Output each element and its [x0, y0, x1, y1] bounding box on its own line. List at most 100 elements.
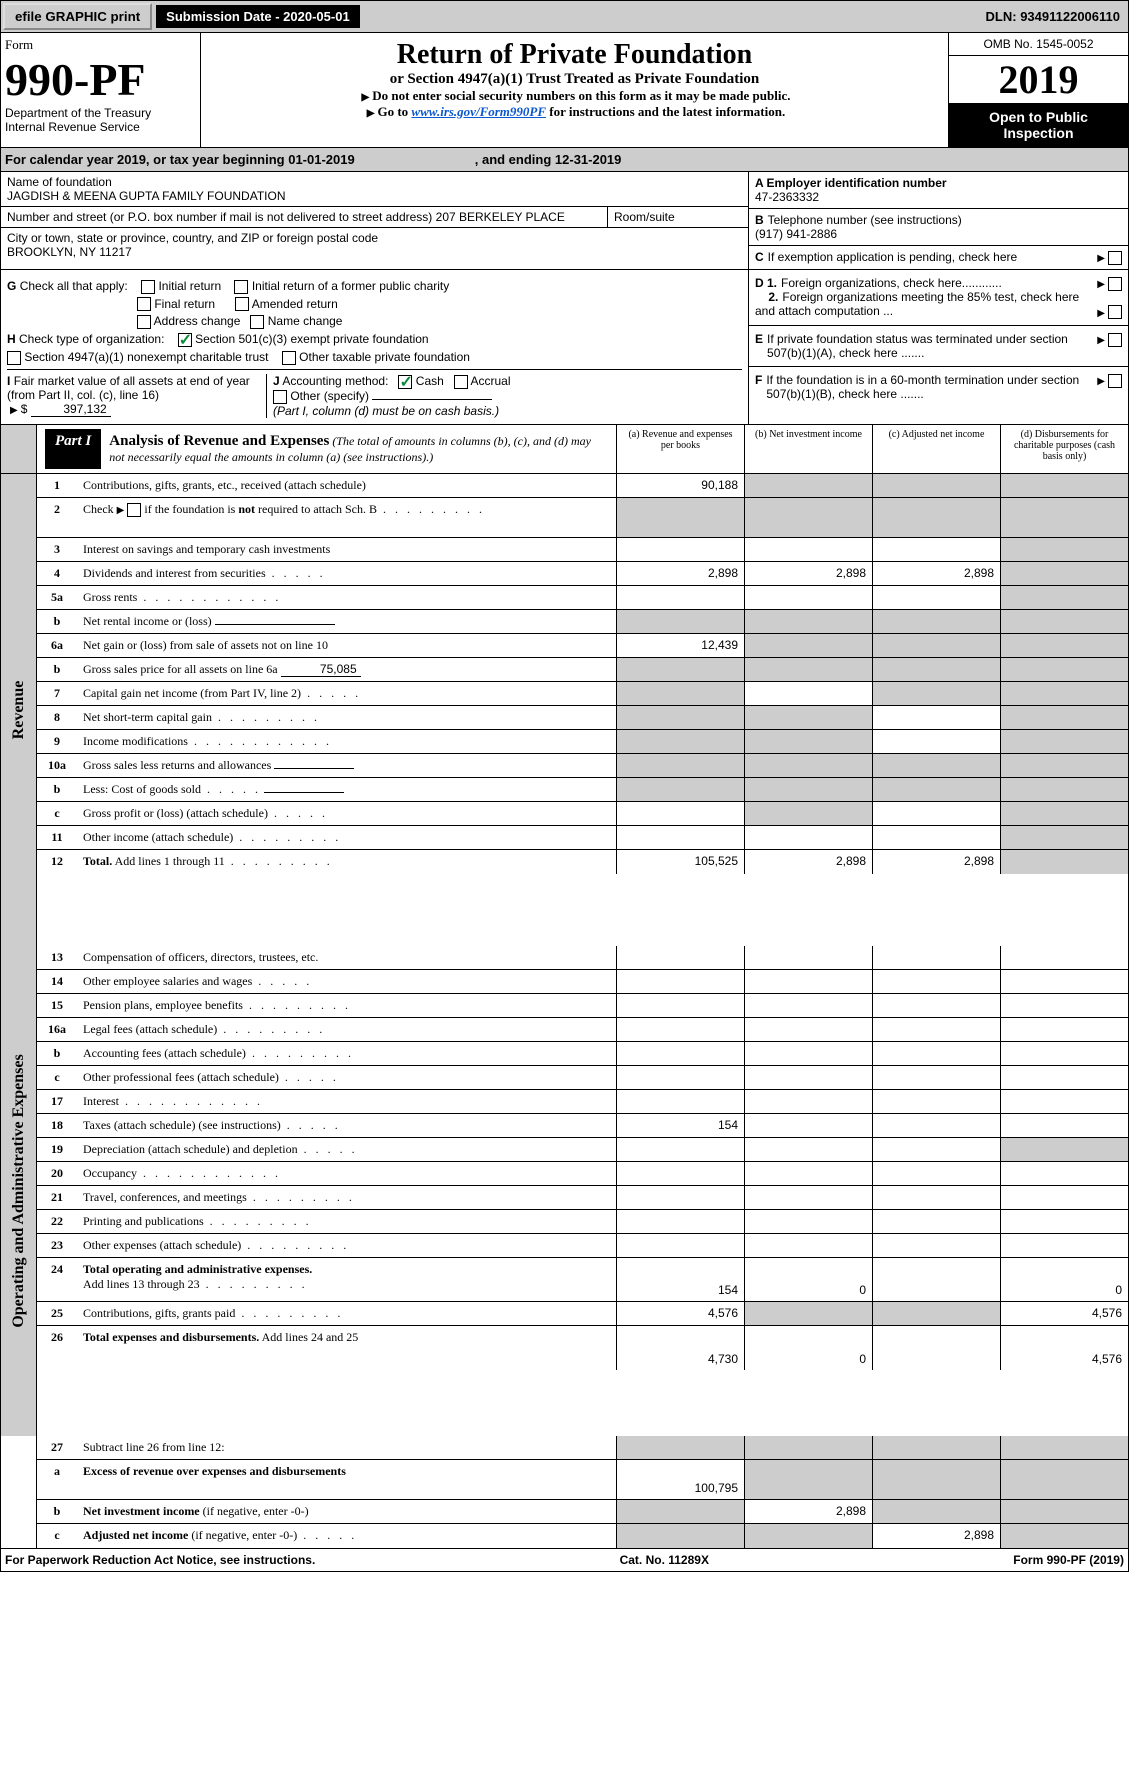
instr-ssn: Do not enter social security numbers on … — [207, 88, 942, 104]
accrual-checkbox[interactable] — [454, 375, 468, 389]
initial-former-checkbox[interactable] — [234, 280, 248, 294]
cash-checkbox[interactable] — [398, 375, 412, 389]
top-bar: efile GRAPHIC print Submission Date - 20… — [0, 0, 1129, 33]
form-header: Form 990-PF Department of the Treasury I… — [0, 33, 1129, 148]
cal-begin: For calendar year 2019, or tax year begi… — [5, 152, 355, 167]
id-right: A Employer identification number 47-2363… — [748, 172, 1128, 269]
r6a-a: 12,439 — [616, 634, 744, 657]
f-row: FIf the foundation is in a 60-month term… — [749, 367, 1128, 407]
irs-label: Internal Revenue Service — [5, 120, 196, 134]
check-left: G Check all that apply: Initial return I… — [1, 270, 748, 424]
col-c-header: (c) Adjusted net income — [872, 425, 1000, 473]
part1-header-row: Part I Analysis of Revenue and Expenses … — [0, 425, 1129, 474]
col-b-header: (b) Net investment income — [744, 425, 872, 473]
city-state-zip: BROOKLYN, NY 11217 — [7, 245, 132, 259]
revenue-table: Revenue 1Contributions, gifts, grants, e… — [0, 474, 1129, 1549]
identification-block: Name of foundation JAGDISH & MEENA GUPTA… — [0, 172, 1129, 270]
room-suite-label: Room/suite — [608, 207, 748, 227]
form-subtitle: or Section 4947(a)(1) Trust Treated as P… — [207, 71, 942, 88]
submission-date: Submission Date - 2020-05-01 — [156, 5, 360, 28]
col-d-header: (d) Disbursements for charitable purpose… — [1000, 425, 1128, 473]
d1-row: D 1.Foreign organizations, check here...… — [749, 270, 1128, 327]
r4-b: 2,898 — [744, 562, 872, 585]
city-row: City or town, state or province, country… — [1, 228, 748, 262]
form990pf-link[interactable]: www.irs.gov/Form990PF — [411, 104, 546, 119]
cal-end: , and ending 12-31-2019 — [475, 152, 622, 167]
ein-row: A Employer identification number 47-2363… — [749, 172, 1128, 209]
r27b-b: 2,898 — [744, 1500, 872, 1523]
revenue-side-label: Revenue — [1, 474, 37, 946]
address-row: Number and street (or P.O. box number if… — [1, 207, 748, 228]
name-change-checkbox[interactable] — [250, 315, 264, 329]
r1-a: 90,188 — [616, 474, 744, 497]
501c3-checkbox[interactable] — [178, 333, 192, 347]
dln: DLN: 93491122006110 — [978, 5, 1128, 28]
catalog-number: Cat. No. 11289X — [620, 1553, 709, 1567]
check-right: D 1.Foreign organizations, check here...… — [748, 270, 1128, 424]
form-number: 990-PF — [5, 53, 196, 106]
4947-checkbox[interactable] — [7, 351, 21, 365]
sch-b-checkbox[interactable] — [127, 503, 141, 517]
r4-c: 2,898 — [872, 562, 1000, 585]
exemption-checkbox[interactable] — [1108, 251, 1122, 265]
r26-a: 4,730 — [616, 1326, 744, 1370]
instr-goto: Go to www.irs.gov/Form990PF for instruct… — [207, 104, 942, 120]
r4-a: 2,898 — [616, 562, 744, 585]
other-taxable-checkbox[interactable] — [282, 351, 296, 365]
r26-d: 4,576 — [1000, 1326, 1128, 1370]
d1-checkbox[interactable] — [1108, 277, 1122, 291]
form-title: Return of Private Foundation — [207, 39, 942, 71]
final-return-checkbox[interactable] — [137, 297, 151, 311]
r12-a: 105,525 — [616, 850, 744, 874]
form-header-right: OMB No. 1545-0052 2019 Open to Public In… — [948, 33, 1128, 147]
b-label: B — [755, 213, 764, 227]
e-row: EIf private foundation status was termin… — [749, 326, 1128, 367]
foundation-name: JAGDISH & MEENA GUPTA FAMILY FOUNDATION — [7, 189, 286, 203]
addr-label: Number and street (or P.O. box number if… — [7, 210, 432, 224]
d2-checkbox[interactable] — [1108, 305, 1122, 319]
omb-number: OMB No. 1545-0052 — [949, 33, 1128, 56]
f-checkbox[interactable] — [1108, 374, 1122, 388]
form-ref: Form 990-PF (2019) — [1013, 1553, 1124, 1567]
initial-return-checkbox[interactable] — [141, 280, 155, 294]
form-header-left: Form 990-PF Department of the Treasury I… — [1, 33, 201, 147]
r25-d: 4,576 — [1000, 1302, 1128, 1325]
efile-print-button[interactable]: efile GRAPHIC print — [3, 3, 152, 30]
telephone-row: B Telephone number (see instructions) (91… — [749, 209, 1128, 246]
r27c-c: 2,898 — [872, 1524, 1000, 1548]
footer-row: For Paperwork Reduction Act Notice, see … — [0, 1549, 1129, 1572]
c-label: C — [755, 250, 764, 264]
b-text: Telephone number (see instructions) — [768, 213, 962, 227]
ein-value: 47-2363332 — [755, 190, 947, 204]
r12-b: 2,898 — [744, 850, 872, 874]
telephone-value: (917) 941-2886 — [755, 227, 962, 241]
r24-a: 154 — [616, 1258, 744, 1301]
fmv-amount: 397,132 — [31, 402, 111, 417]
r26-b: 0 — [744, 1326, 872, 1370]
amended-checkbox[interactable] — [235, 297, 249, 311]
tax-year: 2019 — [949, 56, 1128, 103]
id-left: Name of foundation JAGDISH & MEENA GUPTA… — [1, 172, 748, 269]
r27a-a: 100,795 — [616, 1460, 744, 1499]
r24-b: 0 — [744, 1258, 872, 1301]
other-method-checkbox[interactable] — [273, 390, 287, 404]
c-text: If exemption application is pending, che… — [768, 250, 1018, 264]
name-label: Name of foundation — [7, 175, 742, 189]
calendar-year-row: For calendar year 2019, or tax year begi… — [0, 148, 1129, 172]
j-note: (Part I, column (d) must be on cash basi… — [273, 404, 499, 418]
form-header-mid: Return of Private Foundation or Section … — [201, 33, 948, 147]
e-checkbox[interactable] — [1108, 333, 1122, 347]
col-a-header: (a) Revenue and expenses per books — [616, 425, 744, 473]
address-change-checkbox[interactable] — [137, 315, 151, 329]
dept-treasury: Department of the Treasury — [5, 106, 196, 120]
r18-a: 154 — [616, 1114, 744, 1137]
g-row: G Check all that apply: Initial return I… — [7, 279, 742, 294]
part1-label: Part I — [45, 429, 101, 469]
r12-c: 2,898 — [872, 850, 1000, 874]
exemption-row: C If exemption application is pending, c… — [749, 246, 1128, 269]
paperwork-notice: For Paperwork Reduction Act Notice, see … — [5, 1553, 315, 1567]
ein-label: A Employer identification number — [755, 176, 947, 190]
r6b-amt: 75,085 — [281, 662, 361, 677]
expenses-side-label: Operating and Administrative Expenses — [1, 946, 37, 1436]
r25-a: 4,576 — [616, 1302, 744, 1325]
